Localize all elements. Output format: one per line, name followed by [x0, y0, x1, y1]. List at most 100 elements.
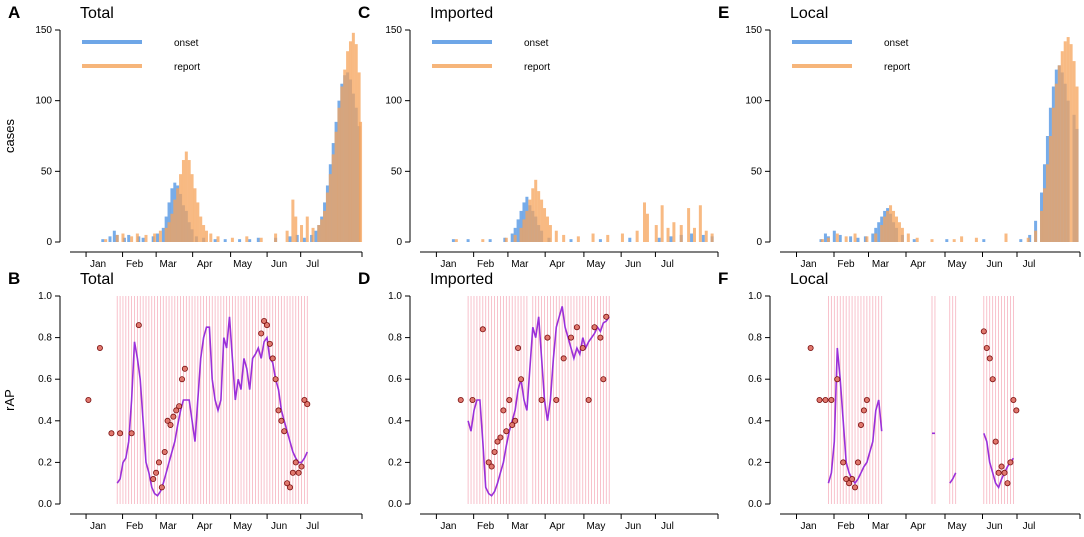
- report-bar: [179, 174, 183, 242]
- y-tick-label: 1.0: [38, 291, 52, 302]
- report-bar: [230, 237, 234, 242]
- rap-line: [467, 306, 610, 497]
- report-bar: [687, 208, 691, 242]
- report-bar: [853, 233, 857, 242]
- rap-point: [153, 469, 160, 476]
- onset-bar: [701, 234, 705, 242]
- panel-title: Total: [80, 5, 114, 22]
- rap-point: [497, 434, 504, 441]
- report-bar: [285, 230, 289, 242]
- panel-title: Imported: [430, 271, 493, 288]
- legend-label: onset: [884, 38, 909, 49]
- rap-point: [135, 322, 142, 329]
- report-bar: [952, 239, 956, 242]
- rap-point: [167, 421, 174, 428]
- rap-point: [843, 476, 850, 483]
- panel-title: Total: [80, 271, 114, 288]
- onset-bar: [856, 237, 860, 242]
- onset-bar: [127, 234, 131, 242]
- y-tick-label: 0.4: [38, 416, 52, 427]
- report-bar: [537, 191, 541, 242]
- report-bar: [199, 216, 203, 242]
- x-tick-label: Feb: [126, 259, 144, 270]
- rap-point: [266, 340, 273, 347]
- panel-letter: B: [8, 269, 20, 288]
- rap-point: [816, 396, 823, 403]
- legend-label: report: [174, 62, 200, 73]
- rap-point: [488, 463, 495, 470]
- panel-title: Imported: [430, 5, 493, 22]
- report-bar: [886, 210, 890, 242]
- report-bar: [245, 236, 249, 242]
- report-bar: [1045, 164, 1049, 242]
- report-bar: [328, 174, 332, 242]
- rap-point: [500, 407, 507, 414]
- report-bar: [176, 188, 180, 242]
- report-bar: [259, 237, 263, 242]
- report-bar: [672, 222, 676, 242]
- panel-A: 0 50 100 150 Jan Feb Mar Apr May Jun Jul cases A Tota…: [2, 3, 363, 270]
- x-tick-label: Mar: [511, 259, 529, 270]
- x-tick-label: Feb: [126, 521, 144, 532]
- report-bar: [865, 236, 869, 242]
- report-bar: [311, 227, 315, 242]
- x-tick-label: Jun: [986, 259, 1002, 270]
- rap-point: [150, 476, 157, 483]
- panel-C: 0 50 100 150 Jan Feb Mar Apr May Jun Jul C Imported o…: [358, 3, 719, 270]
- rap-point: [857, 421, 864, 428]
- x-tick-label: Jan: [90, 259, 106, 270]
- x-tick-label: Jul: [306, 521, 319, 532]
- onset-bar: [832, 230, 836, 242]
- rap-point: [301, 396, 308, 403]
- report-bar: [317, 225, 321, 242]
- rap-point: [272, 376, 279, 383]
- y-tick-label: 50: [751, 166, 763, 177]
- y-tick-label: 0.8: [748, 333, 762, 344]
- report-bar: [915, 237, 919, 242]
- report-bar: [216, 236, 220, 242]
- report-bar: [519, 227, 523, 242]
- report-bar: [525, 210, 529, 242]
- report-bar: [1075, 86, 1079, 243]
- report-bar: [291, 199, 295, 242]
- report-bar: [359, 121, 363, 242]
- y-tick-label: 50: [391, 166, 403, 177]
- report-bar: [1042, 188, 1046, 242]
- report-bar: [820, 239, 824, 242]
- report-bar: [193, 188, 197, 242]
- legend-label: onset: [524, 38, 549, 49]
- onset-bar: [238, 239, 242, 242]
- report-bar: [900, 227, 904, 242]
- rap-point: [128, 430, 135, 437]
- panel-letter: C: [358, 3, 370, 22]
- onset-bar: [213, 239, 217, 242]
- report-bar: [153, 233, 157, 242]
- y-tick-label: 150: [385, 25, 402, 36]
- report-bar: [204, 230, 208, 242]
- report-bar: [974, 237, 978, 242]
- onset-bar: [451, 239, 455, 242]
- report-bar: [960, 236, 964, 242]
- report-bar: [331, 154, 335, 242]
- report-bar: [660, 205, 664, 242]
- rap-line: [827, 347, 883, 485]
- rap-point: [178, 376, 185, 383]
- y-tick-label: 0: [46, 237, 52, 248]
- report-bar: [173, 199, 177, 242]
- x-tick-label: Jan: [800, 521, 816, 532]
- x-tick-label: Feb: [837, 521, 855, 532]
- report-bar: [1054, 83, 1058, 242]
- onset-bar: [569, 239, 573, 242]
- rap-point: [503, 428, 510, 435]
- report-bar: [666, 227, 670, 242]
- rap-point: [998, 463, 1005, 470]
- report-bar: [930, 239, 934, 242]
- rap-point: [992, 438, 999, 445]
- y-tick-label: 0.6: [388, 374, 402, 385]
- onset-bar: [871, 233, 875, 242]
- y-tick-label: 1.0: [748, 291, 762, 302]
- report-bar: [190, 174, 194, 242]
- rap-point: [849, 476, 856, 483]
- rap-line: [983, 433, 1015, 490]
- x-tick-label: May: [948, 521, 967, 532]
